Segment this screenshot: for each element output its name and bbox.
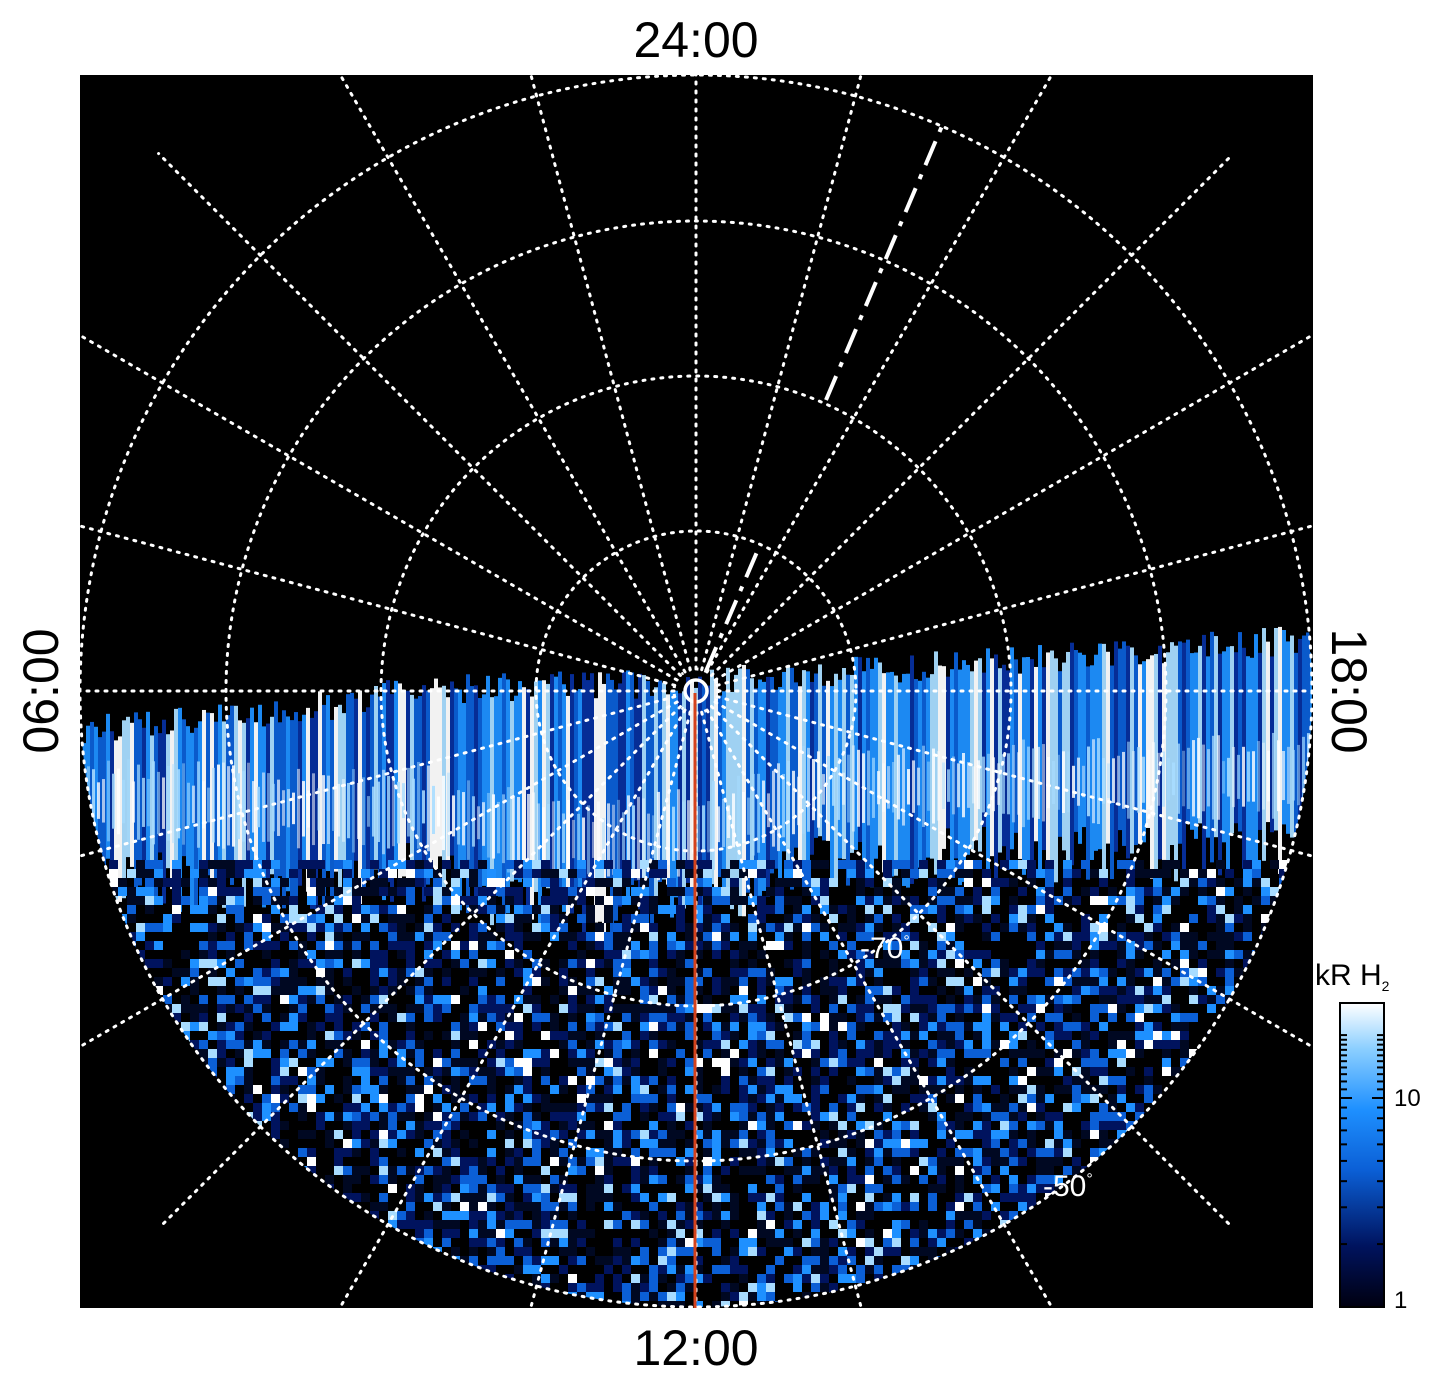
meridian-line [715,695,1313,858]
meridian-line [705,75,1054,674]
local-time-label-left: 06:00 [13,628,69,753]
meridian-line [529,710,692,1308]
local-time-label-bottom: 12:00 [633,1320,758,1376]
colorbar: kR H2 10 1 [1315,959,1421,1314]
meridian-line [710,705,1235,1230]
colorbar-gradient [1339,1002,1385,1308]
meridian-line [338,75,687,674]
latitude-label-outer: -50° [1043,1170,1093,1203]
meridian-line [713,700,1313,1049]
local-time-label-top: 24:00 [633,12,758,68]
meridian-line [80,695,677,858]
meridian-line [338,708,687,1308]
meridian-line [715,524,1313,687]
meridian-line [80,700,679,1049]
colorbar-tick-10: 10 [1394,1085,1421,1112]
pole-ring [672,667,720,715]
colorbar-title: kR H2 [1315,959,1390,994]
meridian-line [700,75,863,672]
local-time-label-right: 18:00 [1321,628,1377,753]
meridian-line [157,705,682,1230]
direction-line-inner [704,544,762,672]
meridian-line [80,524,677,687]
meridian-line [705,708,1054,1308]
meridian-line [157,152,682,677]
meridian-line [529,75,692,672]
meridian-line [713,333,1313,682]
colorbar-tick-1: 1 [1394,1287,1407,1314]
meridian-line [700,710,863,1308]
latitude-label-inner: -70° [860,932,910,965]
meridian-line [710,152,1235,677]
meridian-line [80,333,679,682]
